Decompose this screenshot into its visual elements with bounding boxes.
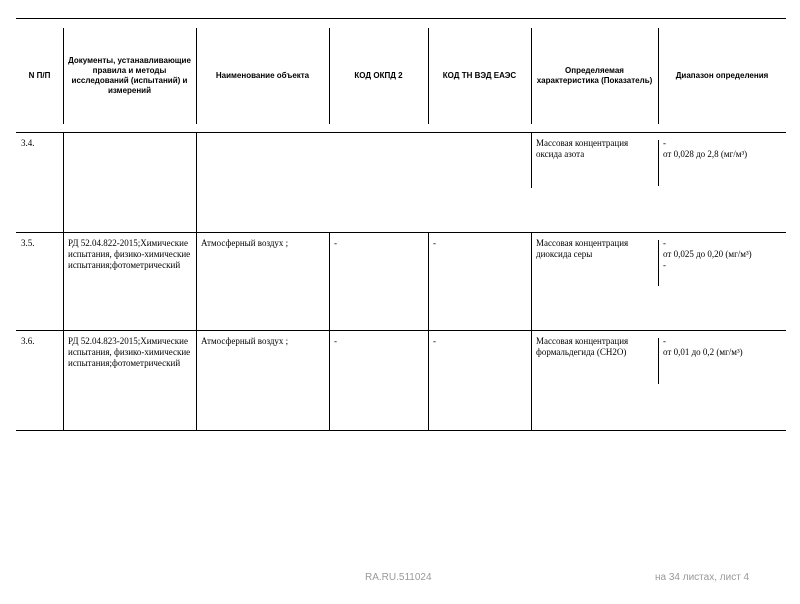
column-header: Документы, устанавливающие правила и мет… [68,56,191,95]
cell-okpd: - [334,336,337,346]
header-divider [63,28,64,124]
cell-characteristic: Массовая концентрация диоксида серы [536,238,629,259]
footer-pages: на 34 листах, лист 4 [655,572,750,583]
cell-document: РД 52.04.822-2015;Химические испытания, … [68,238,191,270]
cell-range: от 0,025 до 0,20 (мг/м³) [663,249,752,259]
cell-object: Атмосферный воздух ; [201,238,289,248]
cell-number: 3.4. [21,138,35,148]
cell-range: - [663,260,666,270]
header-divider [658,28,659,124]
row-line [16,330,786,331]
cell-range: - [663,138,666,148]
cell-range: - [663,336,666,346]
column-header: КОД ТН ВЭД ЕАЭС [442,71,517,80]
header-divider [329,28,330,124]
row-divider [531,330,532,430]
cell-object: Атмосферный воздух ; [201,336,289,346]
row-divider [196,232,197,330]
cell-number: 3.6. [21,336,35,346]
header-bottom-line [16,132,786,133]
cell-number: 3.5. [21,238,35,248]
cell-tnved: - [433,336,436,346]
cell-characteristic: Массовая концентрация оксида азота [536,138,629,159]
row-divider [329,330,330,430]
cell-okpd: - [334,238,337,248]
column-header: Наименование объекта [215,71,310,80]
cell-range: от 0,028 до 2,8 (мг/м³) [663,149,748,159]
cell-tnved: - [433,238,436,248]
row-divider [531,132,532,188]
table-top-line [16,18,786,19]
header-divider [428,28,429,124]
column-header: Диапазон определения [675,71,769,80]
cell-range: от 0,01 до 0,2 (мг/м³) [663,347,743,357]
header-divider [531,28,532,124]
row-divider [63,232,64,330]
row-divider [63,330,64,430]
row-line [16,232,786,233]
column-header: КОД ОКПД 2 [354,71,403,80]
footer-code: RA.RU.511024 [365,572,432,583]
column-header: N П/П [28,71,51,80]
row-divider [196,132,197,232]
row-divider [196,330,197,430]
row-divider [658,140,659,186]
row-divider [63,132,64,232]
row-divider [658,240,659,286]
row-divider [428,232,429,330]
header-divider [196,28,197,124]
cell-range: - [663,238,666,248]
row-divider [658,338,659,384]
row-divider [428,330,429,430]
column-header: Определяемая характеристика (Показатель) [536,66,653,85]
row-divider [531,232,532,330]
row-divider [329,232,330,330]
cell-document: РД 52.04.823-2015;Химические испытания, … [68,336,191,368]
row-line [16,430,786,431]
cell-characteristic: Массовая концентрация формальдегида (CH2… [536,336,629,357]
